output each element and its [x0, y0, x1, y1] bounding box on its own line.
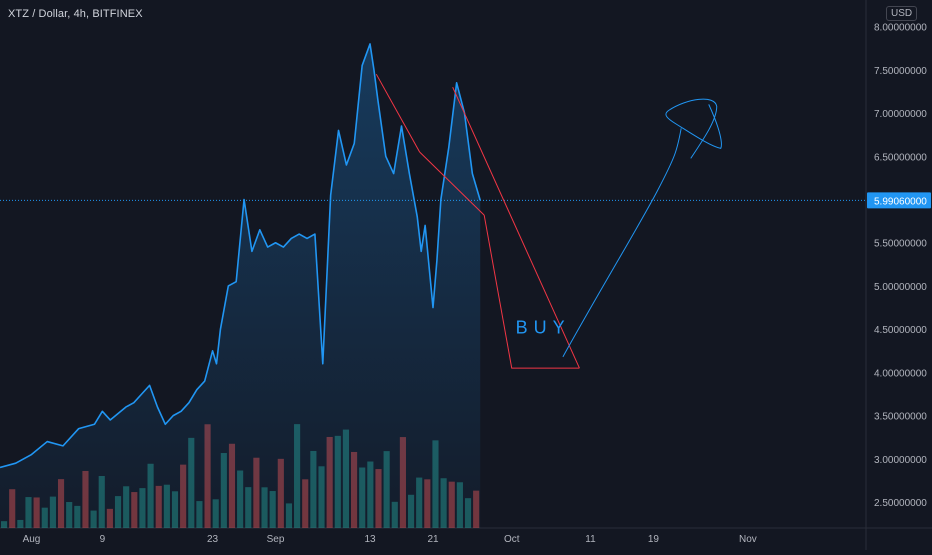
x-tick-label: Nov — [739, 534, 757, 545]
x-tick-label: 19 — [648, 534, 660, 545]
projection-loop[interactable] — [665, 98, 722, 159]
x-tick-label: 11 — [585, 534, 596, 545]
y-tick-label: 3.50000000 — [874, 412, 927, 423]
y-tick-label: 4.00000000 — [874, 368, 927, 379]
currency-badge[interactable]: USD — [886, 6, 918, 21]
y-tick-label: 6.50000000 — [874, 152, 927, 163]
y-tick-label: 7.50000000 — [874, 66, 927, 77]
y-tick-label: 8.00000000 — [874, 23, 927, 34]
price-line — [0, 43, 482, 469]
buy-label[interactable]: BUY — [516, 318, 571, 338]
symbol-title: XTZ / Dollar, 4h, BITFINEX — [8, 8, 143, 20]
price-area-fill — [0, 43, 481, 529]
x-tick-label: 23 — [207, 534, 219, 545]
y-tick-label: 3.00000000 — [874, 455, 927, 466]
projection-curve[interactable] — [562, 128, 682, 358]
y-tick-label: 4.50000000 — [874, 325, 927, 336]
wedge-right-leg[interactable] — [452, 86, 580, 369]
y-tick-label: 5.00000000 — [874, 282, 927, 293]
wedge-left-leg-upper[interactable] — [375, 73, 421, 153]
wedge-base[interactable] — [483, 214, 580, 369]
y-tick-label: 2.50000000 — [874, 498, 927, 509]
wedge-left-leg[interactable] — [419, 151, 485, 216]
x-tick-label: Aug — [23, 534, 41, 545]
y-tick-label: 5.50000000 — [874, 239, 927, 250]
x-tick-label: 13 — [364, 534, 376, 545]
x-tick-label: 9 — [100, 534, 106, 545]
last-price-label: 5.99060000 — [874, 196, 927, 207]
x-tick-label: Oct — [504, 534, 520, 545]
x-tick-label: Sep — [267, 534, 285, 545]
last-price-badge — [867, 192, 931, 209]
y-tick-label: 7.00000000 — [874, 109, 927, 120]
x-tick-label: 21 — [427, 534, 439, 545]
